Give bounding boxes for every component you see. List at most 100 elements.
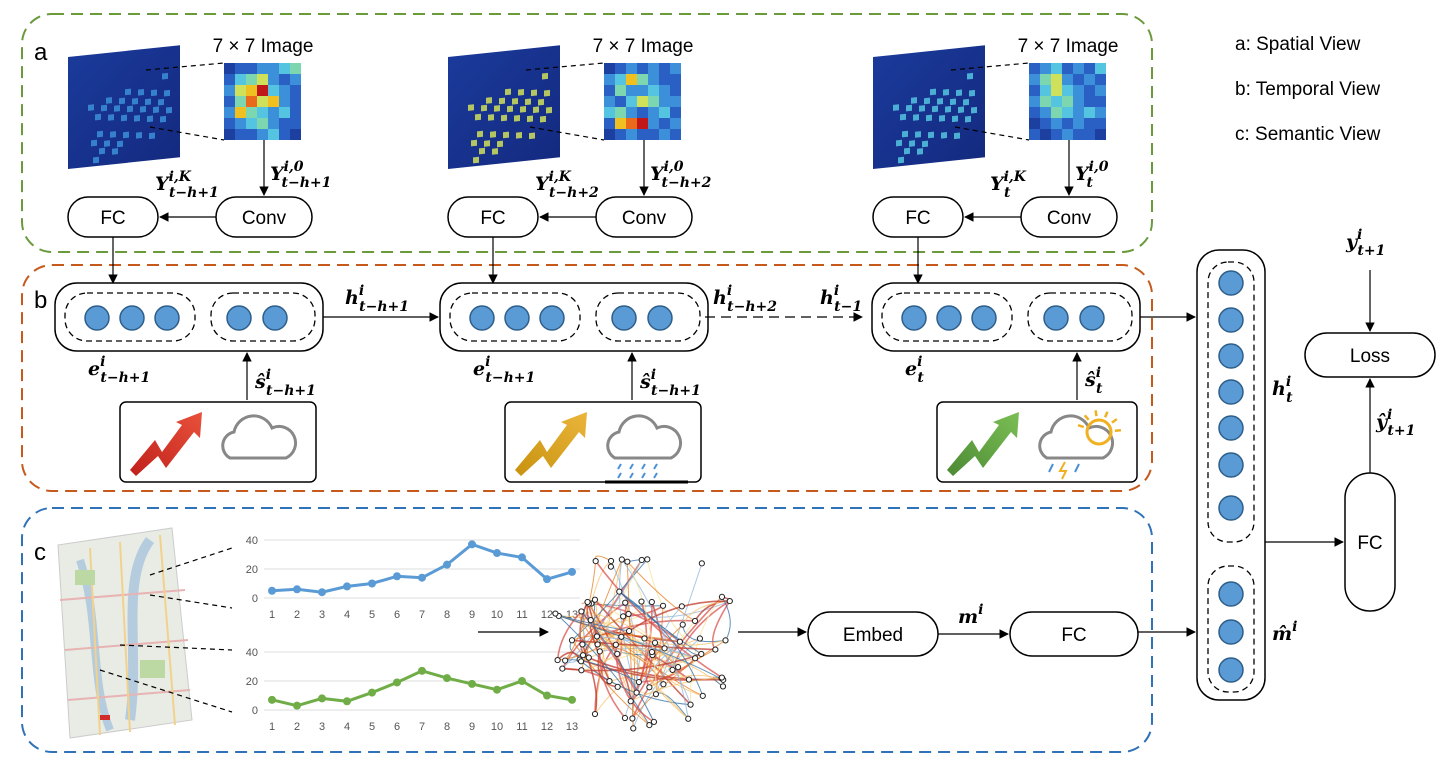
graph-edge <box>649 649 716 688</box>
graph-node <box>685 715 692 722</box>
x-tick-label: 2 <box>294 721 300 733</box>
x-tick-label: 11 <box>516 609 527 621</box>
seven-by-seven-grid <box>224 63 301 140</box>
graph-edge <box>655 563 703 695</box>
vector-node <box>647 305 673 331</box>
graph-node <box>698 650 705 658</box>
graph-node <box>568 637 576 644</box>
graph-edge <box>648 620 696 688</box>
graph-node <box>675 664 682 671</box>
graph-node <box>552 610 559 617</box>
graph-node <box>718 593 726 601</box>
data-point <box>343 582 351 591</box>
temporal-step-1: ei t−h+1 ŝi t−h+1 <box>54 282 324 483</box>
graph-node <box>648 598 655 606</box>
graph-node <box>592 558 599 565</box>
vector-node <box>901 305 927 331</box>
vector-node <box>469 305 495 331</box>
graph-node <box>618 556 625 563</box>
x-tick-label: 6 <box>394 609 400 621</box>
graph-edge <box>581 644 598 715</box>
x-tick-label: 11 <box>516 721 527 733</box>
grid-caption: 7 × 7 Image <box>1018 36 1119 57</box>
graph-node <box>638 598 645 605</box>
vector-node <box>936 305 962 331</box>
trend-arrow-icon <box>130 412 202 476</box>
grid-caption: 7 × 7 Image <box>213 36 314 57</box>
graph-node <box>660 681 667 688</box>
graph-edge <box>571 639 716 651</box>
y-tick-label: 40 <box>246 535 258 547</box>
graph-node <box>646 684 653 691</box>
graph-node <box>641 635 648 642</box>
vector-node <box>1218 657 1244 683</box>
embedding-label: mi <box>958 602 983 628</box>
conv-output-label: Yi,K t <box>990 169 1027 201</box>
data-point <box>293 701 301 710</box>
trend-arrow-icon <box>947 412 1019 476</box>
graph-edge <box>556 610 582 661</box>
graph-node <box>719 683 727 690</box>
graph-edge <box>571 559 648 641</box>
graph-edge <box>630 677 722 702</box>
graph-edge <box>586 601 611 682</box>
vector-node <box>226 305 252 331</box>
temporal-step-2: ei t−h+1 ŝi t−h+1 <box>439 282 709 484</box>
spatial-fc-label: FC <box>480 208 505 229</box>
loss-box <box>1304 332 1436 378</box>
spatial-view-panel <box>21 13 1153 253</box>
x-tick-label: 12 <box>541 609 553 621</box>
graph-node <box>669 666 676 674</box>
semantic-fc-label: FC <box>1061 625 1086 646</box>
graph-edge <box>579 601 589 656</box>
graph-node <box>678 603 685 610</box>
graph-node <box>722 637 729 644</box>
city-map-image <box>57 527 193 739</box>
x-tick-label: 5 <box>369 721 375 733</box>
spatial-unit-1: 7 × 7 Image Conv FC Yi,0 t−h+1 Yi,K t−h+1 <box>67 36 331 284</box>
data-point <box>418 573 426 582</box>
data-point <box>293 585 301 594</box>
graph-node <box>614 683 621 690</box>
graph-edge <box>596 635 690 680</box>
x-tick-label: 10 <box>491 609 503 621</box>
graph-node <box>624 558 631 565</box>
conv-input-label: Yi,0 t <box>1075 159 1109 191</box>
section-letter-a: a <box>34 39 48 66</box>
graph-edge <box>624 641 681 719</box>
graph-node <box>577 658 585 665</box>
data-point <box>443 674 451 683</box>
data-point <box>268 586 276 595</box>
graph-edge <box>626 561 657 695</box>
graph-node <box>579 652 587 659</box>
graph-edge <box>721 596 731 641</box>
feature-embedding-label: ei t−h+1 <box>88 354 150 386</box>
graph-node <box>621 714 629 722</box>
semantic-vector-group <box>1207 565 1255 693</box>
legend-temporal-view: b: Temporal View <box>1235 79 1380 100</box>
vector-node <box>1218 581 1244 607</box>
data-point <box>318 588 326 597</box>
x-tick-label: 9 <box>469 721 475 733</box>
graph-node <box>644 556 651 563</box>
sun-icon <box>1085 418 1113 446</box>
legend-spatial-view: a: Spatial View <box>1235 34 1361 55</box>
y-tick-label: 40 <box>246 647 258 659</box>
data-point <box>343 697 351 706</box>
vector-node <box>1218 343 1244 369</box>
graph-node <box>606 678 613 685</box>
seven-by-seven-grid <box>1029 63 1106 140</box>
vector-node <box>1218 415 1244 441</box>
graph-node <box>651 639 659 646</box>
graph-node <box>630 725 637 732</box>
conv-input-label: Yi,0 t−h+2 <box>650 159 712 191</box>
graph-edge <box>579 559 643 660</box>
embed-label: Embed <box>843 625 903 646</box>
graph-node <box>685 676 693 683</box>
section-letter-b: b <box>34 287 47 314</box>
map-to-chart-line-2 <box>149 594 233 609</box>
x-tick-label: 10 <box>491 721 503 733</box>
graph-node <box>652 691 660 698</box>
data-point <box>493 685 501 694</box>
rain-cloud-icon <box>606 414 683 460</box>
